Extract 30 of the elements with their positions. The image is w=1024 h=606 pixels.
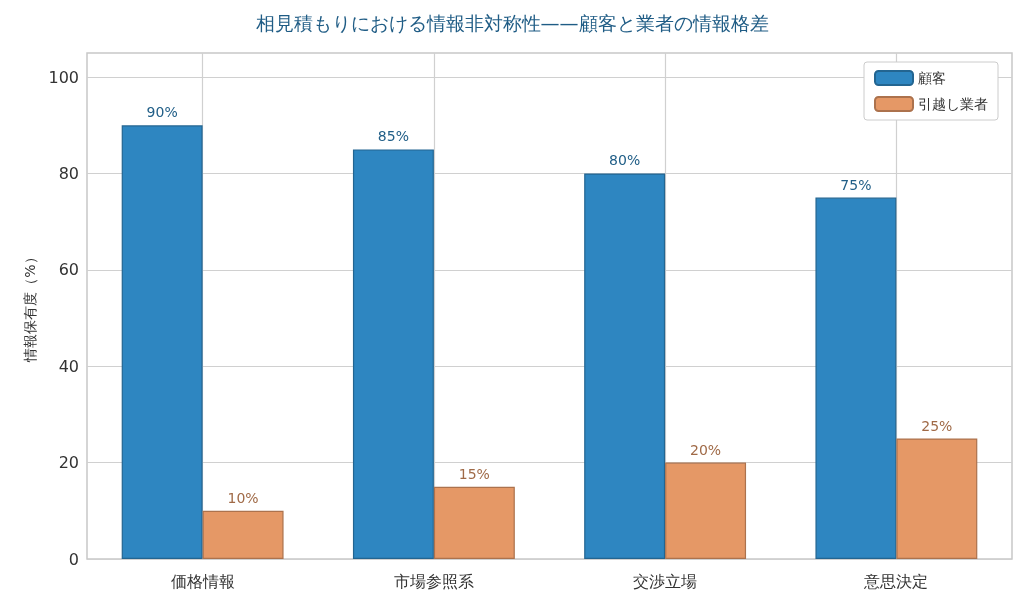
legend-label: 顧客 <box>918 70 946 86</box>
y-tick-label: 80 <box>58 163 79 183</box>
bar <box>121 125 203 559</box>
bar <box>352 149 434 559</box>
data-label: 90% <box>146 104 178 121</box>
data-label: 20% <box>690 441 722 458</box>
bar <box>584 173 666 559</box>
bar <box>896 438 978 559</box>
bar <box>815 197 897 559</box>
y-tick-label: 0 <box>68 549 79 569</box>
bar <box>202 510 284 559</box>
chart-title: 相見積もりにおける情報非対称性——顧客と業者の情報格差 <box>255 11 769 34</box>
data-label: 85% <box>377 128 409 145</box>
x-tick-label: 交渉立場 <box>633 571 698 591</box>
x-tick-label: 市場参照系 <box>393 571 474 591</box>
legend-label: 引越し業者 <box>918 96 988 112</box>
y-tick-label: 20 <box>58 453 79 473</box>
data-label: 25% <box>921 417 953 434</box>
data-label: 15% <box>458 465 490 482</box>
bar <box>433 486 515 559</box>
y-tick-label: 60 <box>58 260 79 280</box>
data-label: 75% <box>840 176 872 193</box>
y-tick-label: 100 <box>48 67 79 87</box>
data-label: 80% <box>609 152 641 169</box>
y-tick-label: 40 <box>58 356 79 376</box>
data-label: 10% <box>227 489 259 506</box>
bar <box>665 462 747 559</box>
x-tick-label: 価格情報 <box>170 571 235 591</box>
x-tick-label: 意思決定 <box>863 571 929 591</box>
y-axis-title: 情報保有度（%） <box>22 250 38 363</box>
